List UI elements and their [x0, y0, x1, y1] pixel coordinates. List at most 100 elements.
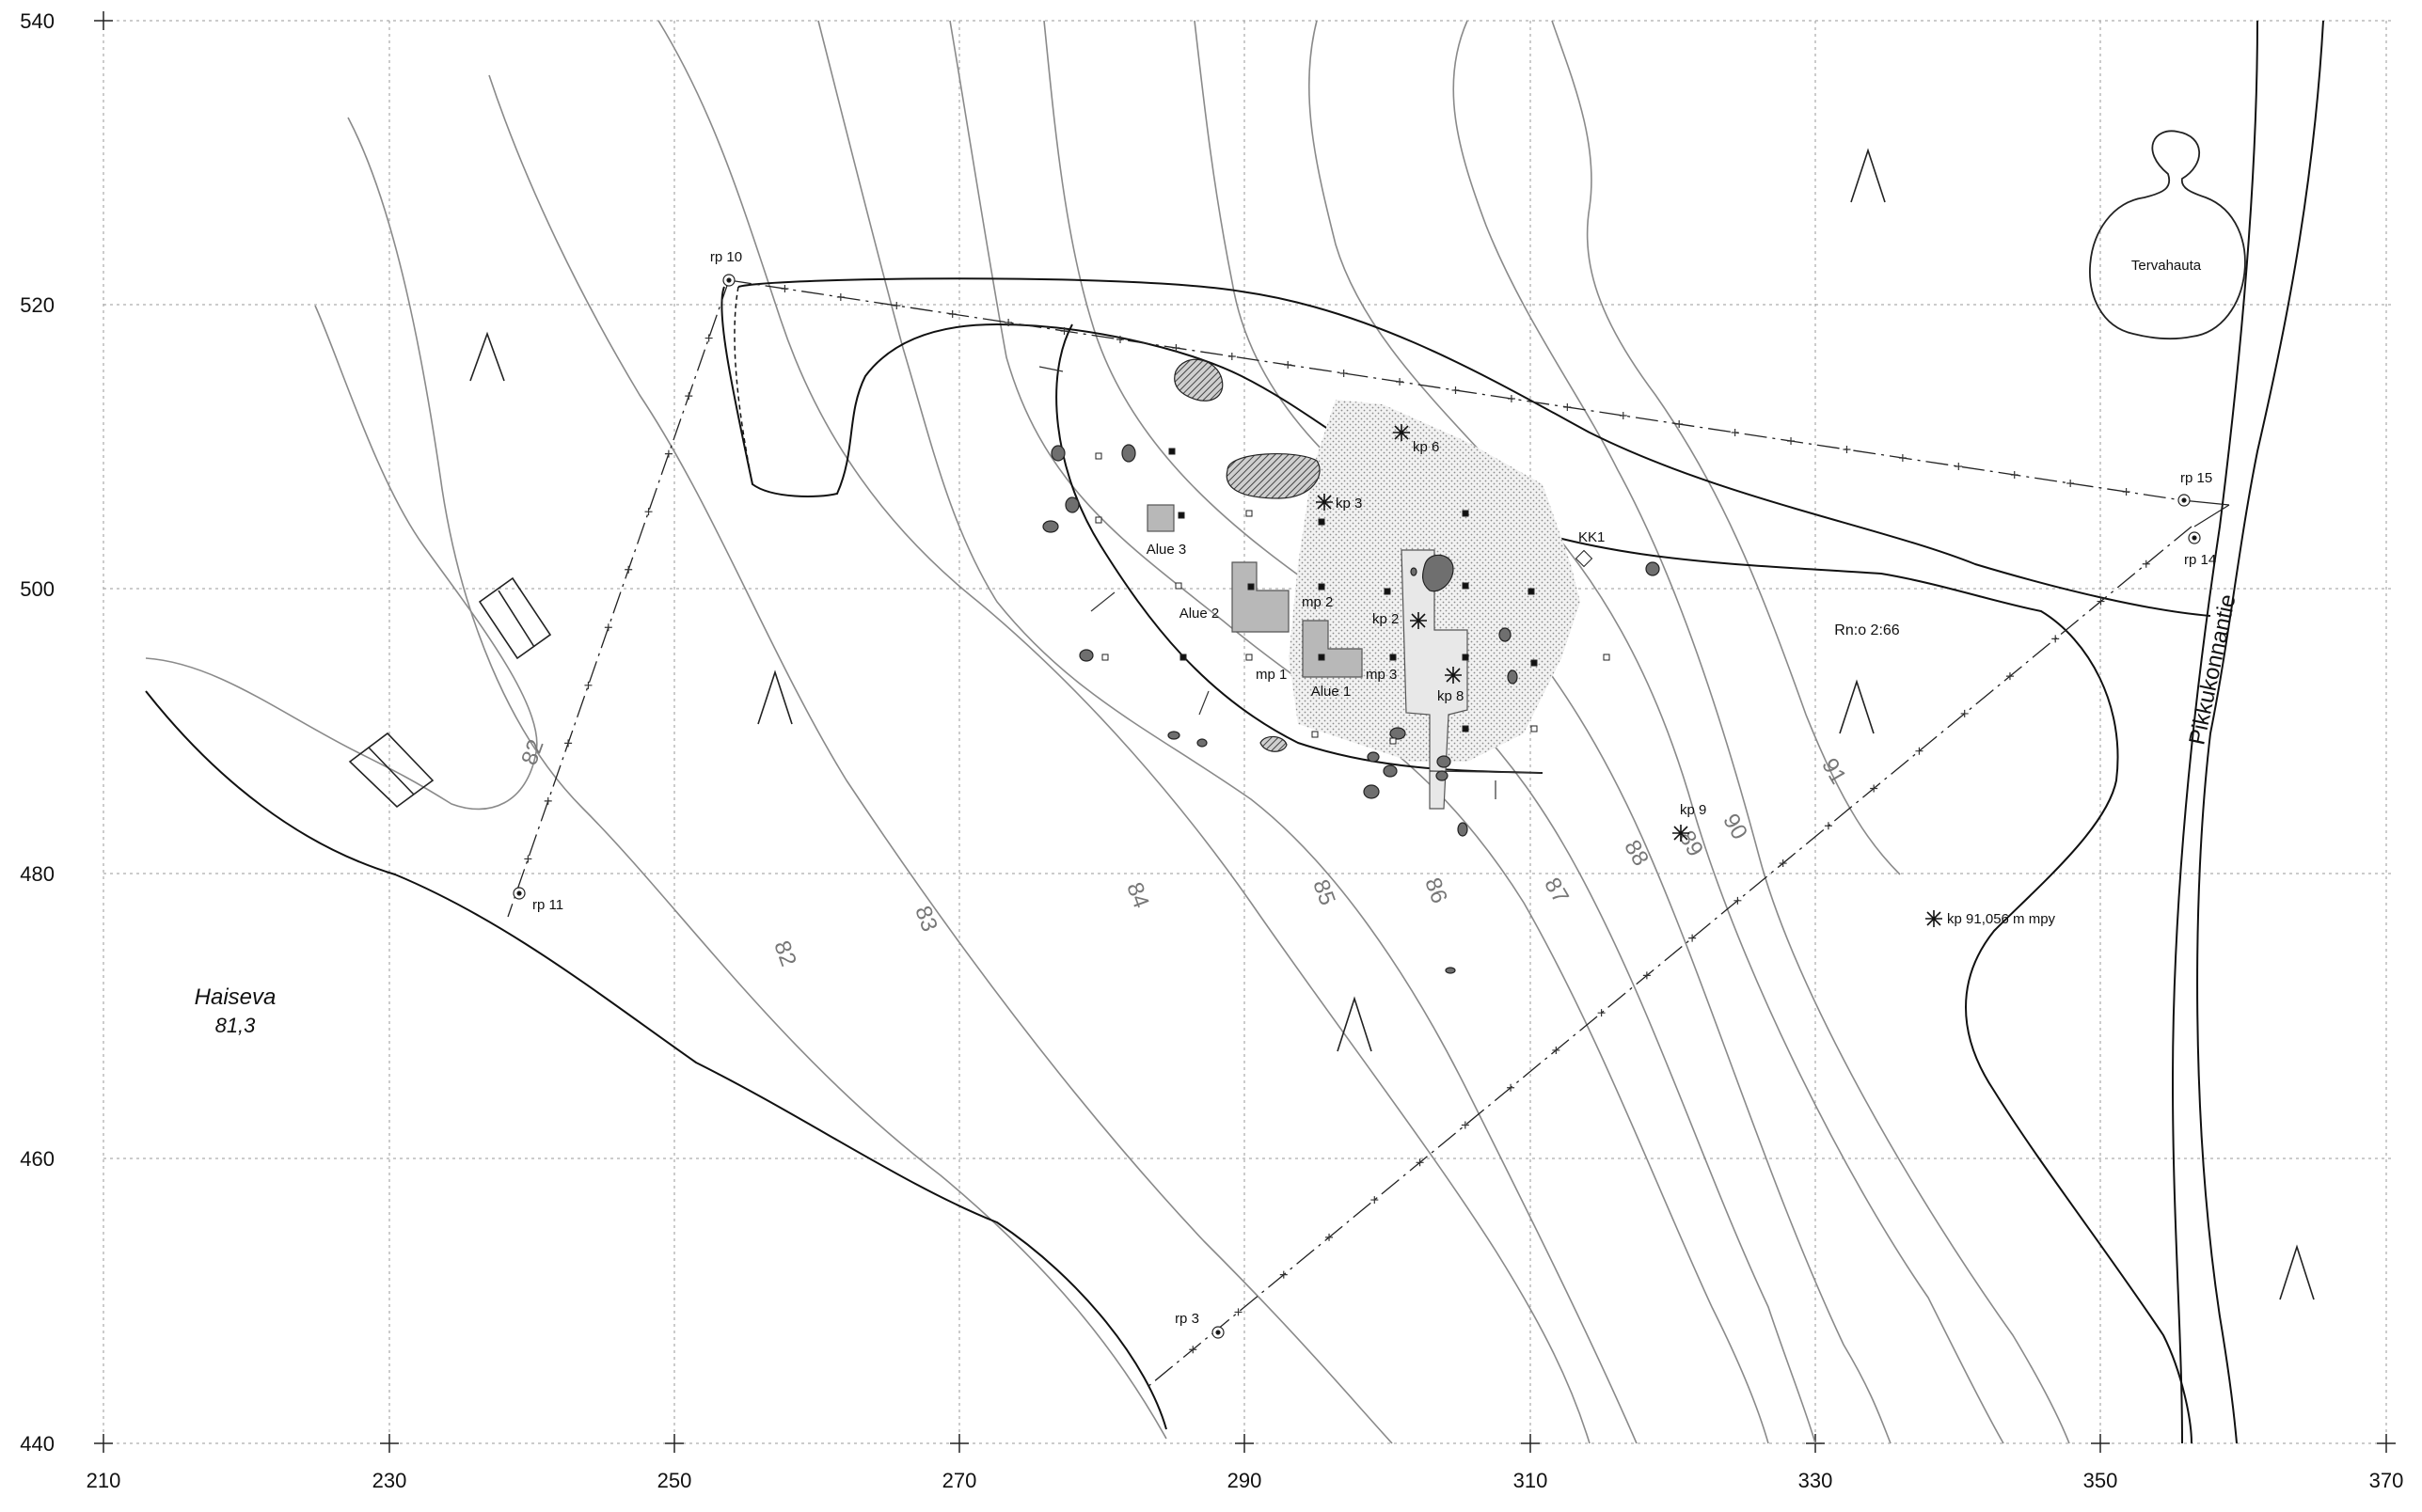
stone: [1389, 727, 1406, 740]
stone: [1367, 751, 1380, 763]
hatched-stone: [1226, 453, 1321, 499]
survey-tick: [2097, 597, 2105, 606]
hatched-stone: [1259, 735, 1288, 752]
survey-tick: [704, 334, 713, 342]
area-alue-2: [1231, 561, 1290, 633]
contour-label: 91: [1816, 754, 1851, 789]
contour-label: 83: [910, 903, 942, 935]
survey-tick: [625, 565, 633, 574]
y-tick: 440: [20, 1432, 55, 1456]
rp-label: rp 11: [532, 897, 563, 913]
survey-tick: [1461, 1121, 1469, 1129]
excavation-areas: Alue 3 Alue 2 Alue 1: [1147, 504, 1363, 700]
register-label: Rn:o 2:66: [1834, 622, 1899, 638]
contour-label: 82: [516, 736, 549, 768]
survey-tick: [1787, 437, 1796, 445]
survey-tick: [1507, 395, 1515, 402]
building: [348, 732, 435, 809]
x-tick: 290: [1227, 1469, 1262, 1492]
y-tick: 480: [20, 862, 55, 886]
survey-tick: [1234, 1308, 1243, 1316]
building-divider: [368, 747, 415, 795]
lake-elevation: 81,3: [215, 1014, 257, 1037]
x-tick: 270: [942, 1469, 977, 1492]
rp-label: rp 15: [2180, 470, 2212, 486]
forest-symbol: [2279, 1244, 2315, 1300]
stone: [1422, 554, 1454, 592]
stone: [1196, 738, 1208, 748]
survey-tick: [2051, 635, 2060, 643]
contour-label: 85: [1307, 876, 1340, 908]
survey-tick: [2066, 480, 2075, 487]
forest-symbol: [757, 669, 793, 725]
survey-tick: [1416, 1158, 1424, 1167]
stone: [1121, 444, 1136, 463]
survey-tick: [1824, 822, 1832, 830]
tar-pit: Tervahauta: [2089, 130, 2246, 340]
mp-label: mp 2: [1302, 594, 1333, 610]
survey-tick: [1396, 378, 1404, 386]
stone: [1383, 764, 1398, 778]
control-point-labels: kp 6 kp 3 kp 2 kp 8 kp 9 kp 91,056 m mpy: [1336, 439, 2056, 927]
rp-label: rp 3: [1175, 1311, 1199, 1327]
survey-tick: [564, 739, 573, 748]
area-label: Alue 2: [1179, 606, 1220, 622]
building-divider: [498, 590, 535, 648]
stone: [1645, 561, 1660, 576]
forest-symbol: [469, 331, 505, 382]
contour-label-group: 82 82 83 84 85 86 87 88 89 90 91: [516, 736, 1851, 969]
survey-tick: [1116, 336, 1124, 343]
x-tick: 370: [2369, 1469, 2404, 1492]
stone: [1079, 649, 1094, 662]
x-tick: 210: [87, 1469, 121, 1492]
stone: [1363, 784, 1380, 799]
x-tick: 350: [2083, 1469, 2118, 1492]
survey-tick: [1563, 403, 1572, 411]
contour-label: 84: [1121, 879, 1154, 911]
stone: [1436, 755, 1451, 768]
area-label: Alue 1: [1311, 684, 1352, 700]
survey-tick: [1451, 386, 1460, 394]
slope-ticks: [1038, 366, 1543, 799]
forest-symbols: [469, 148, 2315, 1300]
survey-tick: [1843, 446, 1851, 453]
stone: [1435, 770, 1448, 781]
stones: [1042, 358, 1660, 974]
survey-tick: [1279, 1270, 1288, 1279]
survey-tick: [584, 681, 593, 689]
survey-tick: [781, 285, 789, 292]
survey-tick: [685, 392, 693, 401]
survey-tick: [1675, 420, 1684, 428]
buildings: [348, 576, 552, 809]
survey-tick: [1370, 1196, 1379, 1205]
survey-tick: [604, 623, 612, 632]
hatched-stone: [1174, 358, 1224, 402]
survey-tick: [1172, 344, 1180, 352]
y-axis-labels: 540 520 500 480 460 440: [20, 9, 55, 1456]
survey-tick: [893, 302, 901, 309]
survey-tick: [2122, 488, 2130, 496]
stone: [1042, 520, 1059, 533]
kp-label: kp 91,056 m mpy: [1947, 911, 2056, 927]
survey-tick: [544, 796, 552, 805]
survey-tick: [1955, 463, 1963, 470]
survey-tick: [1915, 747, 1923, 755]
survey-tick: [664, 449, 673, 458]
survey-tick: [1960, 709, 1969, 717]
coordinate-grid: [103, 20, 2394, 1444]
tar-pit-label: Tervahauta: [2131, 258, 2202, 274]
stone: [1410, 567, 1417, 576]
forest-symbol: [1850, 148, 1886, 203]
reference-point-labels: rp 10 rp 11 rp 15 rp 14 rp 3: [532, 249, 2216, 1327]
x-axis-labels: 210 230 250 270 290 310 330 350 370: [87, 1469, 2404, 1492]
x-tick: 310: [1513, 1469, 1548, 1492]
survey-tick: [1733, 896, 1742, 905]
place-names: Haiseva 81,3 Pikkukonnantie Rn:o 2:66: [195, 592, 2241, 1037]
area-alue-3: [1147, 504, 1175, 532]
survey-tick: [1507, 1083, 1515, 1092]
y-tick: 460: [20, 1147, 55, 1171]
area-alue-1: [1302, 620, 1363, 678]
survey-tick: [1688, 934, 1697, 942]
sample-point-labels: mp 2 mp 1 mp 3: [1256, 594, 1397, 683]
